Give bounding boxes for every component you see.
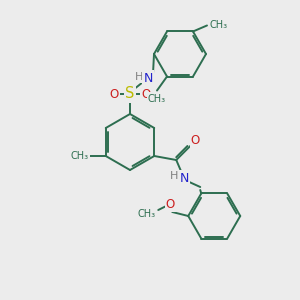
Text: O: O — [141, 88, 151, 100]
Text: N: N — [180, 172, 189, 184]
Text: H: H — [135, 72, 143, 82]
Text: S: S — [125, 86, 135, 101]
Text: N: N — [143, 71, 153, 85]
Text: CH₃: CH₃ — [210, 20, 228, 31]
Text: H: H — [170, 171, 178, 181]
Text: CH₃: CH₃ — [137, 209, 155, 219]
Text: CH₃: CH₃ — [71, 151, 89, 161]
Text: O: O — [110, 88, 118, 100]
Text: O: O — [166, 197, 175, 211]
Text: CH₃: CH₃ — [148, 94, 166, 103]
Text: O: O — [190, 134, 200, 148]
